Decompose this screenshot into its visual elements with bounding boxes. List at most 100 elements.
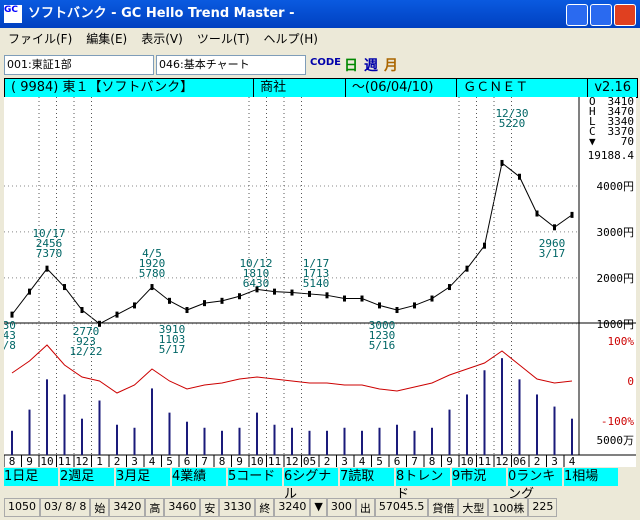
status-field: 300 — [326, 498, 356, 517]
function-button[interactable]: 6シグナル — [284, 468, 338, 502]
minimize[interactable] — [566, 4, 588, 26]
x-tick-label: 4 — [149, 455, 156, 467]
candle — [553, 224, 556, 231]
menu-item[interactable]: 表示(V) — [141, 32, 183, 46]
x-tick-label: 4 — [359, 455, 366, 467]
candle — [150, 284, 154, 291]
x-tick-label: 9 — [26, 455, 33, 467]
x-tick-label: 11 — [268, 455, 281, 467]
menu-item[interactable]: ツール(T) — [196, 32, 250, 46]
x-tick-label: 6 — [184, 455, 191, 467]
function-button[interactable]: 1日足 — [4, 468, 58, 486]
x-tick-label: 12 — [75, 455, 88, 467]
menu-bar: ファイル(F) 編集(E) 表示(V) ツール(T) ヘルプ(H) — [0, 29, 318, 49]
function-button[interactable]: 2週足 — [60, 468, 114, 486]
candle — [45, 265, 49, 272]
candle — [273, 288, 276, 295]
sector: 商社 — [254, 79, 346, 97]
x-tick-label: 2 — [534, 455, 541, 467]
status-field: 100株 — [488, 498, 529, 517]
code-button[interactable]: CODE — [310, 57, 341, 68]
status-field: 3130 — [219, 498, 256, 517]
x-tick-label: 1 — [96, 455, 103, 467]
status-field: 貸借 — [428, 498, 459, 517]
annotation: 10/12 1810 6430 — [239, 257, 272, 290]
volume-bar — [396, 424, 398, 455]
status-field: 出 — [355, 498, 375, 517]
quote-val: 3470 — [608, 105, 635, 118]
volume-bar — [308, 430, 311, 455]
date: ～(06/04/10) — [351, 80, 434, 95]
candle — [133, 302, 136, 309]
quote-key: C — [589, 125, 596, 138]
period-buttons: 日週月 — [344, 55, 398, 75]
candle — [168, 297, 171, 304]
function-button[interactable]: 8トレンド — [396, 468, 450, 502]
period-button[interactable]: 月 — [384, 58, 398, 74]
x-tick-label: 05 — [303, 455, 316, 467]
x-tick-label: 2 — [114, 455, 121, 467]
candle — [63, 284, 66, 291]
annotation: 4/5 1920 5780 — [139, 247, 166, 280]
annotation: 3910 1103 5/17 — [159, 323, 186, 356]
volume-bar — [63, 394, 66, 455]
function-buttons: 1日足 2週足 3月足 4業績 5コード 6シグナル 7読取 8トレンド 9市況 0ランキング 1相… — [4, 468, 618, 502]
candle — [448, 284, 451, 291]
function-button[interactable]: 3月足 — [116, 468, 170, 486]
annotation: 2770 923 12/22 — [69, 325, 102, 358]
quote-val: 70 — [621, 135, 634, 148]
menu-item[interactable]: ヘルプ(H) — [263, 32, 318, 46]
quote-val: 3370 — [608, 125, 635, 138]
x-tick-label: 12 — [285, 455, 298, 467]
function-button[interactable]: 4業績 — [172, 468, 226, 486]
quote-key: O — [589, 97, 596, 108]
volume-bar — [98, 400, 101, 455]
candle — [343, 295, 346, 302]
y-tick-label: 1000円 — [597, 318, 635, 331]
function-button[interactable]: 9市況 — [452, 468, 506, 486]
x-tick-label: 8 — [9, 455, 16, 467]
x-tick-label: 6 — [394, 455, 401, 467]
candle — [430, 295, 434, 302]
y-tick-label: 100% — [608, 335, 635, 348]
version: v2.16 — [594, 80, 631, 95]
candle — [28, 288, 31, 295]
market-select[interactable]: 001:東証1部 — [4, 55, 154, 75]
period-button[interactable]: 日 — [344, 58, 358, 74]
candle — [500, 159, 504, 166]
period-button[interactable]: 週 — [364, 58, 378, 74]
info-bar: ( 9984) 東１【ソフトバンク】 商社 ～(06/04/10) ＧＣＮＥＴ … — [4, 78, 638, 98]
candle — [413, 302, 416, 309]
status-field: 始 — [90, 498, 110, 517]
annotation: 1/17 1713 5140 — [303, 257, 330, 290]
x-tick-label: 11 — [58, 455, 71, 467]
function-button[interactable]: 7読取 — [340, 468, 394, 486]
status-field: 高 — [145, 498, 165, 517]
close[interactable] — [614, 4, 636, 26]
x-tick-label: 3 — [551, 455, 558, 467]
volume-bar — [46, 379, 48, 455]
volume-bar — [273, 424, 276, 455]
status-field: 3420 — [109, 498, 146, 517]
menu-item[interactable]: 編集(E) — [86, 32, 128, 46]
candle — [98, 320, 101, 327]
title-bar: ソフトバンク - GC Hello Trend Master - — [0, 0, 640, 28]
function-button[interactable]: 1相場 — [564, 468, 618, 486]
candle — [255, 286, 259, 293]
function-button[interactable]: 5コード — [228, 468, 282, 486]
volume-bar — [28, 409, 31, 455]
candle — [518, 173, 521, 180]
volume-bar — [518, 379, 521, 455]
candle — [570, 211, 574, 218]
candle — [378, 302, 381, 309]
chart-select[interactable]: 046:基本チャート — [156, 55, 306, 75]
status-field: 225 — [528, 498, 558, 517]
x-tick-label: 06 — [513, 455, 526, 467]
function-button[interactable]: 0ランキング — [508, 468, 562, 502]
maximize[interactable] — [590, 4, 612, 26]
quote-key: ▼ — [589, 135, 596, 148]
menu-item[interactable]: ファイル(F) — [8, 32, 73, 46]
quote-val: 3410 — [608, 97, 635, 108]
